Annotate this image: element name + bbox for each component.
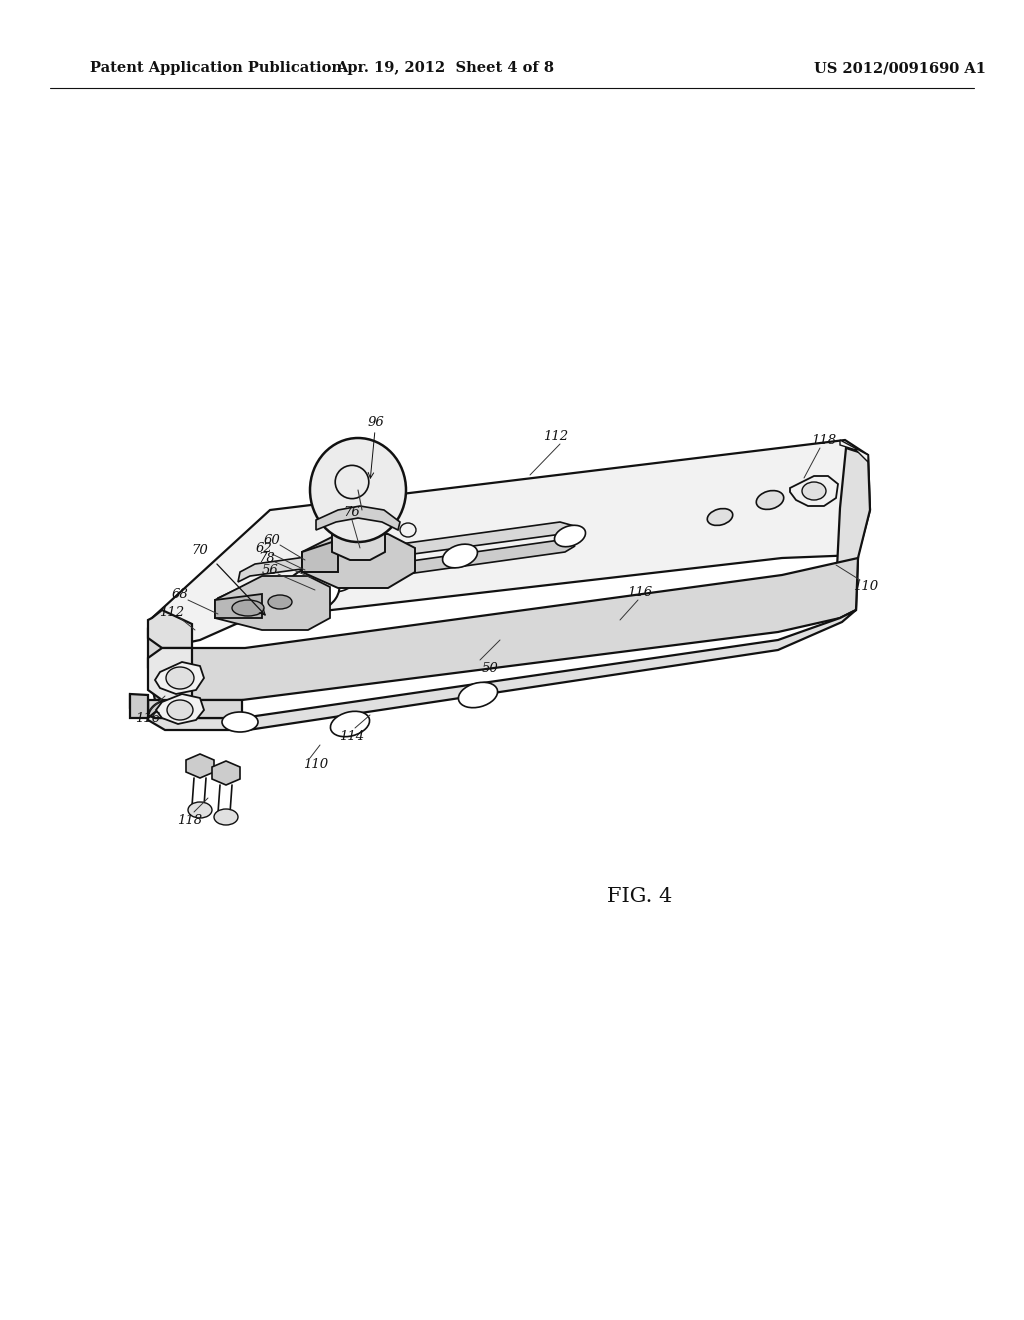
Polygon shape [156, 694, 204, 723]
Text: 70: 70 [191, 544, 208, 557]
Ellipse shape [554, 525, 586, 546]
Text: Patent Application Publication: Patent Application Publication [90, 61, 342, 75]
Polygon shape [130, 696, 148, 715]
Ellipse shape [214, 809, 238, 825]
Polygon shape [218, 540, 575, 610]
Text: 118: 118 [177, 813, 203, 826]
Polygon shape [152, 440, 870, 648]
Polygon shape [190, 807, 208, 814]
Text: 76: 76 [344, 506, 360, 519]
Text: 96: 96 [368, 416, 384, 429]
Polygon shape [130, 694, 170, 718]
Polygon shape [215, 576, 330, 630]
Polygon shape [835, 447, 870, 618]
Ellipse shape [708, 508, 733, 525]
Ellipse shape [310, 438, 406, 543]
Polygon shape [186, 754, 214, 777]
Polygon shape [148, 558, 858, 700]
Ellipse shape [231, 595, 253, 612]
Polygon shape [302, 535, 415, 587]
Polygon shape [302, 540, 338, 572]
Text: 118: 118 [811, 433, 837, 446]
Ellipse shape [323, 568, 357, 591]
Polygon shape [215, 594, 262, 618]
Text: 114: 114 [339, 730, 365, 742]
Ellipse shape [167, 700, 193, 719]
Polygon shape [336, 517, 384, 532]
Polygon shape [238, 521, 578, 582]
Text: FIG. 4: FIG. 4 [607, 887, 673, 906]
Polygon shape [840, 440, 868, 462]
Ellipse shape [757, 491, 783, 510]
Polygon shape [316, 506, 400, 531]
Text: 116: 116 [135, 711, 161, 725]
Polygon shape [148, 700, 242, 718]
Text: 116: 116 [628, 586, 652, 599]
Text: 50: 50 [481, 661, 499, 675]
Ellipse shape [442, 544, 477, 568]
Text: 60: 60 [263, 533, 281, 546]
Polygon shape [216, 813, 234, 821]
Ellipse shape [459, 682, 498, 708]
Text: 78: 78 [259, 552, 275, 565]
Polygon shape [155, 663, 204, 694]
Polygon shape [790, 477, 838, 506]
Polygon shape [332, 525, 385, 560]
Text: 110: 110 [303, 759, 329, 771]
Ellipse shape [188, 803, 212, 818]
Ellipse shape [268, 595, 292, 609]
Text: US 2012/0091690 A1: US 2012/0091690 A1 [814, 61, 986, 75]
Ellipse shape [232, 601, 264, 616]
Ellipse shape [166, 667, 194, 689]
Ellipse shape [802, 482, 826, 500]
Text: 56: 56 [261, 564, 279, 577]
Text: Apr. 19, 2012  Sheet 4 of 8: Apr. 19, 2012 Sheet 4 of 8 [336, 61, 554, 75]
Text: 110: 110 [853, 579, 879, 593]
Text: 112: 112 [160, 606, 184, 619]
Polygon shape [212, 762, 240, 785]
Text: 62: 62 [256, 543, 272, 556]
Ellipse shape [222, 711, 258, 733]
Ellipse shape [331, 711, 370, 737]
Text: 68: 68 [172, 589, 188, 602]
Polygon shape [148, 648, 193, 700]
Text: 112: 112 [544, 429, 568, 442]
Polygon shape [148, 610, 193, 648]
Ellipse shape [285, 568, 340, 612]
Polygon shape [148, 610, 856, 730]
